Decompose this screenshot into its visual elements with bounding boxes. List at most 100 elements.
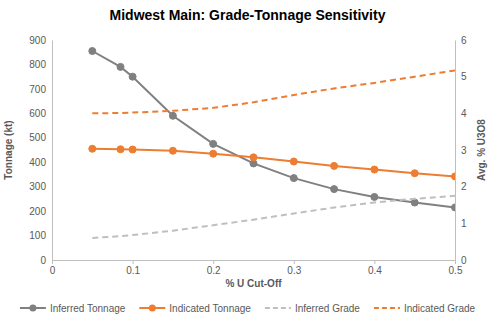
tick-label: 400 [29,157,46,168]
tick: 0 [50,260,56,276]
tick: 800 [29,59,52,70]
tick: 400 [29,157,52,168]
tick-label: 0 [50,265,56,276]
tick-label: 0.1 [126,265,140,276]
legend-marker [29,305,36,312]
legend-swatch [265,307,291,309]
tick-label: 1 [461,218,467,229]
series-line [92,196,455,238]
tick: 200 [29,206,52,217]
legend-item: Inferred Tonnage [20,303,126,314]
legend-item: Indicated Tonnage [139,303,251,314]
marker [169,112,176,119]
tick: 0 [455,255,467,266]
marker [129,146,136,153]
tick-label: 800 [29,59,46,70]
marker [210,140,217,147]
tick-label: 4 [461,108,467,119]
marker [290,158,297,165]
x-axis-title: % U Cut-Off [225,278,282,289]
marker [169,147,176,154]
tick-label: 0.2 [207,265,221,276]
tick: 4 [455,108,467,119]
y2-axis-title: Avg. % U3O8 [476,119,487,181]
legend-label: Inferred Tonnage [50,303,126,314]
tick-mark [374,260,375,264]
tick-label: 0.5 [449,265,463,276]
series-line [92,149,455,177]
tick: 0.2 [207,260,221,276]
y2-axis: 0 1 2 3 4 5 6 [455,35,467,266]
series-line [92,70,455,113]
tick-mark [133,260,134,264]
tick-label: 0 [461,255,467,266]
tick: 6 [455,35,467,46]
tick-label: 900 [29,35,46,46]
tick-label: 3 [461,145,467,156]
tick-label: 0 [40,255,46,266]
tick: 0.1 [126,260,140,276]
legend-swatch [374,307,400,309]
tick: 2 [455,181,467,192]
title: Midwest Main: Grade-Tonnage Sensitivity [110,7,386,23]
tick: 300 [29,181,52,192]
axis-line [53,261,456,265]
marker [371,166,378,173]
marker [331,186,338,193]
legend-item: Indicated Grade [374,303,476,314]
tick: 700 [29,84,52,95]
marker [411,199,418,206]
marker [210,150,217,157]
tick: 500 [29,132,52,143]
legend-label: Indicated Tonnage [169,303,251,314]
series-area [89,48,455,239]
tick-mark [52,260,53,264]
tick-mark [294,260,295,264]
chart: 00.10.20.30.40.5010020030040050060070080… [0,0,495,318]
axis-line [455,41,456,261]
marker [371,193,378,200]
marker [331,162,338,169]
marker [250,154,257,161]
tick-mark [455,260,456,264]
legend-marker [149,305,156,312]
tick-label: 0.4 [368,265,382,276]
tick-label: 6 [461,35,467,46]
axis-line [52,41,53,261]
marker [452,204,456,211]
tick: 0 [40,255,52,266]
tick: 3 [455,145,467,156]
legend-item: Inferred Grade [265,303,360,314]
y-axis-title: Tonnage (kt) [3,120,14,179]
tick-label: 300 [29,181,46,192]
legend: Inferred Tonnage Indicated Tonnage Inferre… [20,303,476,314]
tick: 900 [29,35,52,46]
tick-label: 700 [29,84,46,95]
tick-label: 600 [29,108,46,119]
plot: 00.10.20.30.40.5010020030040050060070080… [29,35,467,276]
marker [129,73,136,80]
marker [117,63,124,70]
tick-label: 5 [461,71,467,82]
legend-label: Indicated Grade [404,303,476,314]
series-line [92,51,455,207]
x-axis: 0 0.1 0.2 0.3 0.4 0.5 [50,260,463,276]
tick-label: 200 [29,206,46,217]
tick: 600 [29,108,52,119]
tick-label: 100 [29,230,46,241]
tick: 1 [455,218,467,229]
tick: 5 [455,71,467,82]
tick-label: 500 [29,132,46,143]
marker [452,173,456,180]
marker [117,146,124,153]
marker [89,145,96,152]
legend-label: Inferred Grade [295,303,360,314]
y-axis: 0 100 200 300 400 500 600 700 800 900 [29,35,52,266]
tick-mark [213,260,214,264]
tick: 0.3 [287,260,301,276]
tick-label: 2 [461,181,467,192]
tick: 0.4 [368,260,382,276]
tick: 100 [29,230,52,241]
marker [290,175,297,182]
tick-label: 0.3 [287,265,301,276]
